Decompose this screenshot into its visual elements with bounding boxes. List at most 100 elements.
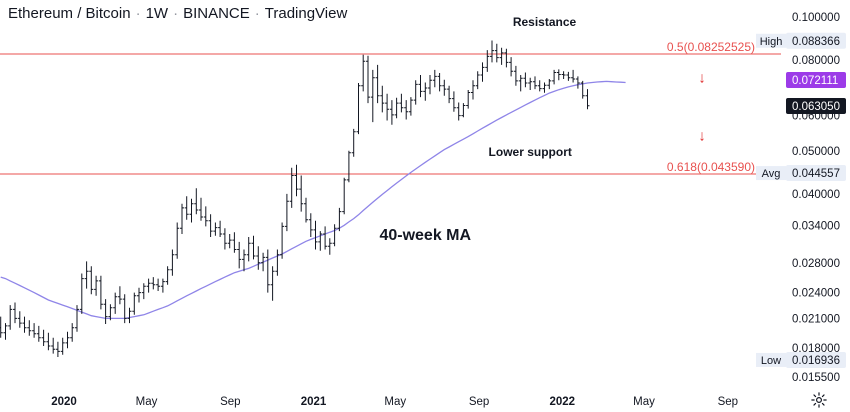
- axis-tag-text: Low: [761, 355, 781, 367]
- ohlc-bar: [299, 175, 304, 212]
- exchange-label: BINANCE: [183, 5, 250, 22]
- ohlc-bar: [0, 316, 3, 338]
- ohlc-bar: [165, 266, 170, 285]
- ohlc-bar: [408, 97, 413, 116]
- y-tick-label: 0.034000: [792, 220, 840, 232]
- low-value-label: Low 0.016936: [756, 351, 846, 368]
- x-tick-label: May: [136, 396, 158, 408]
- ohlc-bar: [208, 214, 213, 237]
- ohlc-bar: [490, 40, 494, 63]
- ohlc-bar: [308, 213, 313, 237]
- ohlc-bar: [346, 150, 351, 183]
- resistance-annotation: Resistance: [513, 15, 577, 29]
- ohlc-bar: [327, 238, 332, 255]
- interval-label[interactable]: 1W: [145, 5, 169, 22]
- ohlc-bar: [13, 302, 17, 324]
- ohlc-bar: [146, 278, 151, 293]
- y-tick-label: 0.100000: [792, 12, 840, 24]
- ohlc-bar: [566, 71, 571, 81]
- axis-tag-text: Avg: [762, 168, 781, 180]
- ohlc-bar: [132, 292, 137, 315]
- y-tick-label: 0.024000: [792, 288, 840, 300]
- ohlc-bar: [189, 198, 194, 223]
- chart-title: Ethereum / Bitcoin · 1W · BINANCE · TradingVie…: [8, 5, 348, 22]
- ohlc-bar: [242, 249, 246, 272]
- gear-icon[interactable]: [810, 391, 828, 409]
- ohlc-bar: [75, 305, 79, 332]
- ohlc-bar: [98, 275, 103, 310]
- ohlc-bar: [275, 249, 280, 276]
- ohlc-bar: [547, 79, 552, 90]
- axis-value-box: [786, 72, 846, 89]
- ohlc-bar: [127, 307, 132, 324]
- ohlc-bar: [232, 232, 237, 253]
- ohlc-bar: [456, 102, 461, 121]
- ohlc-bar: [22, 316, 27, 333]
- ohlc-bar: [41, 329, 46, 346]
- ohlc-bar: [394, 97, 399, 119]
- ohlc-bar: [399, 93, 404, 113]
- ohlc-bar: [46, 332, 51, 351]
- ohlc-bar: [79, 273, 84, 314]
- axis-value-text: 0.063050: [792, 101, 840, 113]
- ohlc-bar: [332, 224, 337, 247]
- axis-value-box: [786, 32, 846, 49]
- ohlc-bar: [194, 188, 199, 215]
- ma-annotation: 40-week MA: [379, 227, 471, 244]
- ohlc-bar: [103, 299, 108, 324]
- ohlc-bar: [89, 266, 94, 295]
- last-price-label: 0.063050: [786, 97, 846, 114]
- y-tick-label: 0.080000: [792, 55, 840, 67]
- axis-tag-box: [756, 33, 786, 48]
- axis-tag-text: High: [760, 36, 783, 48]
- resistance-label: 0.5(0.08252525): [667, 40, 755, 54]
- x-tick-label: Sep: [718, 396, 738, 408]
- ohlc-bar: [65, 331, 70, 349]
- x-tick-label: May: [384, 396, 406, 408]
- x-tick-label: 2021: [301, 396, 327, 408]
- ohlc-bar: [318, 231, 323, 251]
- ohlc-bar: [141, 283, 146, 300]
- ohlc-bar: [203, 206, 208, 227]
- ohlc-bar: [113, 292, 118, 314]
- down-arrow-icon: ↓: [698, 69, 706, 86]
- ohlc-bar: [561, 71, 566, 79]
- ohlc-bar: [265, 249, 270, 293]
- ohlc-bar: [151, 277, 156, 290]
- y-tick-label: 0.040000: [792, 189, 840, 201]
- ohlc-bar: [294, 164, 299, 197]
- y-tick-label: 0.021000: [792, 313, 840, 325]
- ma-value-label: 0.072111: [786, 72, 846, 89]
- ohlc-bar: [175, 222, 180, 259]
- axis-value-text: 0.016936: [792, 355, 840, 367]
- ohlc-bar: [485, 50, 490, 72]
- lower-support-annotation: Lower support: [489, 145, 572, 159]
- ohlc-bars: [0, 40, 590, 357]
- symbol-name[interactable]: Ethereum / Bitcoin: [8, 5, 131, 22]
- ohlc-bar: [533, 76, 537, 90]
- ohlc-bar: [246, 237, 251, 262]
- axis-value-box: [786, 97, 846, 114]
- ohlc-bar: [494, 43, 499, 63]
- ohlc-bar: [504, 48, 509, 68]
- axis-tag-box: [756, 352, 786, 367]
- ohlc-bar: [289, 167, 294, 208]
- ohlc-bar: [451, 91, 456, 112]
- ohlc-bar: [227, 234, 232, 249]
- ohlc-bar: [513, 65, 518, 86]
- ohlc-bar: [256, 246, 261, 270]
- ohlc-bar: [218, 220, 223, 237]
- ohlc-bar: [523, 72, 528, 88]
- ohlc-bar: [428, 75, 432, 95]
- ohlc-bar: [184, 196, 189, 220]
- ohlc-bar: [418, 75, 423, 98]
- x-tick-label: May: [633, 396, 655, 408]
- ohlc-bar: [32, 323, 37, 338]
- ohlc-bar: [337, 207, 342, 232]
- ohlc-bar: [237, 241, 242, 269]
- ohlc-bar: [542, 82, 547, 93]
- ohlc-bar: [70, 323, 75, 342]
- x-tick-label: 2020: [51, 396, 77, 408]
- ohlc-bar: [213, 222, 218, 236]
